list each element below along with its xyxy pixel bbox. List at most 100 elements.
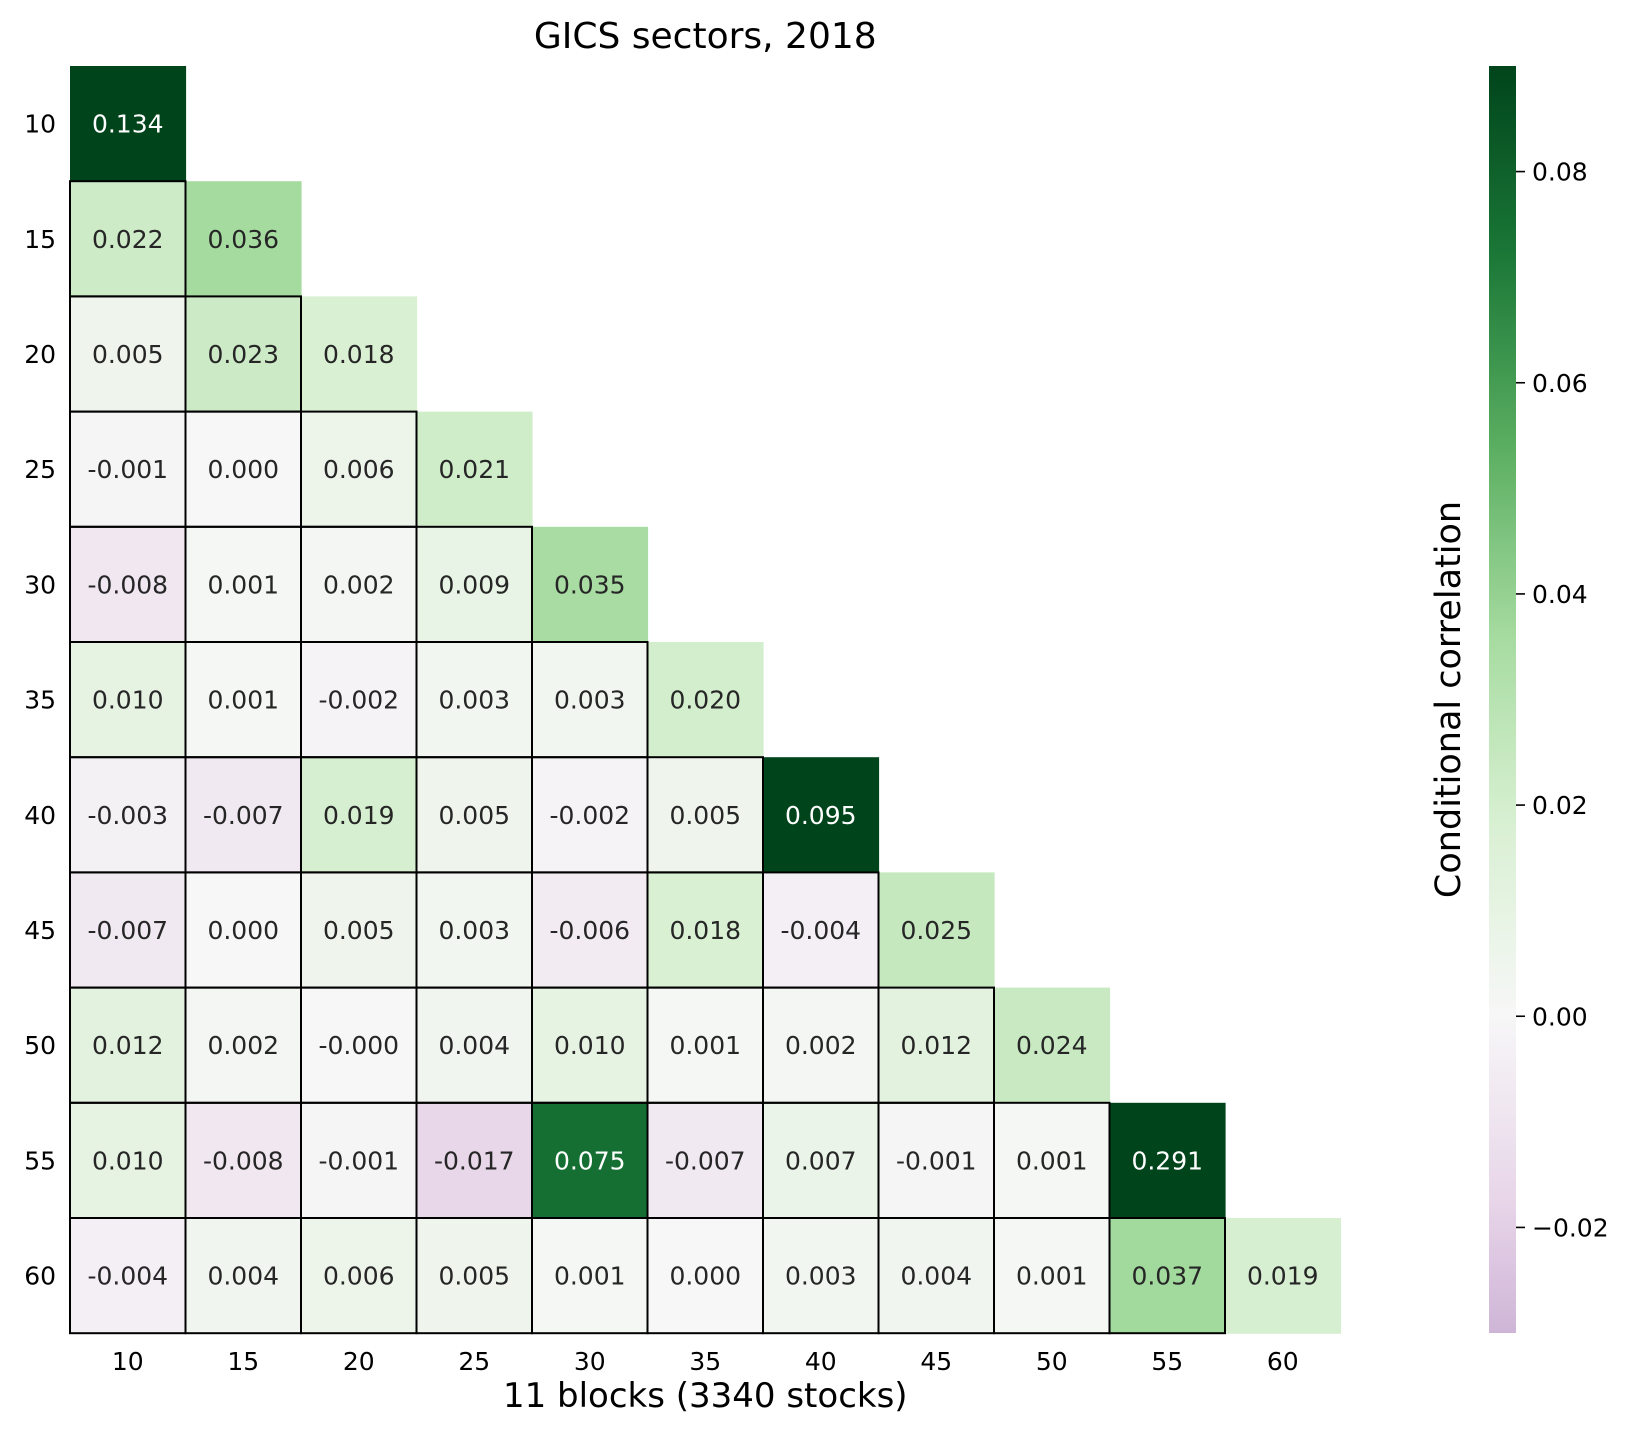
cell-value-35-30: 0.003	[554, 686, 626, 715]
cell-value-45-45: 0.025	[900, 916, 972, 945]
heatmap-cell-50-20	[301, 987, 418, 1104]
heatmap-cell-45-15	[185, 872, 302, 989]
heatmap-cell-35-25	[416, 642, 533, 758]
x-tick-label-35: 35	[689, 1347, 721, 1376]
heatmap-cell-20-20	[301, 296, 418, 413]
colorbar-tick-label: 0.02	[1532, 791, 1588, 820]
cell-value-40-40: 0.095	[785, 801, 857, 830]
cell-value-40-15: -0.007	[203, 801, 284, 830]
cell-value-25-20: 0.006	[323, 455, 395, 484]
x-tick-label-25: 25	[458, 1347, 490, 1376]
y-tick-label-10: 10	[24, 110, 56, 139]
x-tick-label-40: 40	[805, 1347, 837, 1376]
cell-value-55-20: -0.001	[318, 1146, 399, 1175]
x-tick-label-15: 15	[227, 1347, 259, 1376]
heatmap-cell-50-25	[416, 987, 533, 1104]
heatmap-cell-60-55	[1109, 1218, 1226, 1334]
heatmap-cell-15-15	[185, 181, 302, 297]
colorbar-tick-label: 0.00	[1532, 1002, 1588, 1031]
heatmap-cell-10-10	[70, 66, 187, 182]
y-tick-label-60: 60	[24, 1262, 56, 1291]
cell-value-55-10: 0.010	[92, 1146, 164, 1175]
cell-value-45-15: 0.000	[207, 916, 279, 945]
cell-value-50-35: 0.001	[669, 1031, 741, 1060]
heatmap-cell-40-30	[532, 757, 649, 873]
heatmap-cell-25-10	[70, 411, 187, 528]
y-tick-label-25: 25	[24, 455, 56, 484]
heatmap-cell-55-25	[416, 1102, 533, 1219]
heatmap-cell-35-20	[301, 642, 418, 758]
cell-value-60-45: 0.004	[900, 1262, 972, 1291]
heatmap-cell-50-30	[532, 987, 649, 1104]
heatmap-cell-60-45	[878, 1218, 995, 1334]
heatmap-cell-30-30	[532, 526, 649, 643]
cell-value-50-25: 0.004	[438, 1031, 510, 1060]
x-tick-label-50: 50	[1036, 1347, 1068, 1376]
cell-value-40-35: 0.005	[669, 801, 741, 830]
heatmap-cells	[70, 66, 1342, 1334]
colorbar-tick-label: 0.06	[1532, 369, 1588, 398]
cell-value-60-15: 0.004	[207, 1262, 279, 1291]
cell-outline-60-55	[1108, 1217, 1226, 1335]
cell-value-60-55: 0.037	[1131, 1262, 1203, 1291]
heatmap-cell-55-40	[763, 1102, 880, 1219]
y-tick-label-45: 45	[24, 916, 56, 945]
heatmap-cell-60-50	[994, 1218, 1111, 1334]
cell-value-45-25: 0.003	[438, 916, 510, 945]
heatmap-cell-25-25	[416, 411, 533, 528]
cell-value-60-30: 0.001	[554, 1262, 626, 1291]
cell-value-40-25: 0.005	[438, 801, 510, 830]
heatmap-cell-55-15	[185, 1102, 302, 1219]
heatmap-cell-60-40	[763, 1218, 880, 1334]
cell-value-20-15: 0.023	[207, 340, 279, 369]
heatmap-cell-35-30	[532, 642, 649, 758]
heatmap-cell-30-20	[301, 526, 418, 643]
heatmap-cell-60-20	[301, 1218, 418, 1334]
colorbar-tick-label: −0.02	[1532, 1213, 1609, 1242]
heatmap-cell-50-10	[70, 987, 187, 1104]
cell-value-40-20: 0.019	[323, 801, 395, 830]
heatmap-cell-25-15	[185, 411, 302, 528]
y-tick-label-55: 55	[24, 1146, 56, 1175]
heatmap-cell-45-20	[301, 872, 418, 989]
cell-value-55-55: 0.291	[1131, 1146, 1203, 1175]
cell-value-60-40: 0.003	[785, 1262, 857, 1291]
colorbar-label: Conditional correlation	[1429, 501, 1469, 898]
heatmap-cell-45-10	[70, 872, 187, 989]
block-outlines	[69, 180, 1226, 1335]
heatmap-cell-40-40	[763, 757, 880, 873]
cell-value-15-15: 0.036	[207, 225, 279, 254]
cell-value-55-15: -0.008	[203, 1146, 284, 1175]
x-tick-label-45: 45	[920, 1347, 952, 1376]
heatmap-cell-30-25	[416, 526, 533, 643]
heatmap-cell-55-20	[301, 1102, 418, 1219]
heatmap-cell-45-30	[532, 872, 649, 989]
heatmap-cell-60-25	[416, 1218, 533, 1334]
y-tick-labels: 10 15 20 25 30 35 40 45 50 55 60	[24, 110, 56, 1291]
cell-value-55-25: -0.017	[434, 1146, 515, 1175]
cell-value-50-40: 0.002	[785, 1031, 857, 1060]
heatmap-cell-60-10	[70, 1218, 187, 1334]
cell-value-35-20: -0.002	[318, 686, 399, 715]
cell-value-60-10: -0.004	[87, 1262, 168, 1291]
cell-value-45-35: 0.018	[669, 916, 741, 945]
cell-value-60-25: 0.005	[438, 1262, 510, 1291]
heatmap-cell-60-30	[532, 1218, 649, 1334]
x-tick-label-60: 60	[1267, 1347, 1299, 1376]
cell-value-60-50: 0.001	[1016, 1262, 1088, 1291]
heatmap-cell-60-60	[1225, 1218, 1342, 1334]
heatmap-cell-30-15	[185, 526, 302, 643]
x-tick-label-10: 10	[112, 1347, 144, 1376]
x-tick-label-30: 30	[574, 1347, 606, 1376]
heatmap-cell-60-15	[185, 1218, 302, 1334]
y-tick-label-20: 20	[24, 340, 56, 369]
cell-value-30-30: 0.035	[554, 570, 626, 599]
cell-value-30-25: 0.009	[438, 570, 510, 599]
heatmap-cell-55-30	[532, 1102, 649, 1219]
x-tick-labels: 10 15 20 25 30 35 40 45 50 55 60	[112, 1347, 1299, 1376]
cell-value-60-35: 0.000	[669, 1262, 741, 1291]
cell-value-35-25: 0.003	[438, 686, 510, 715]
cell-value-45-40: -0.004	[780, 916, 861, 945]
y-tick-label-40: 40	[24, 801, 56, 830]
cell-value-50-20: -0.000	[318, 1031, 399, 1060]
